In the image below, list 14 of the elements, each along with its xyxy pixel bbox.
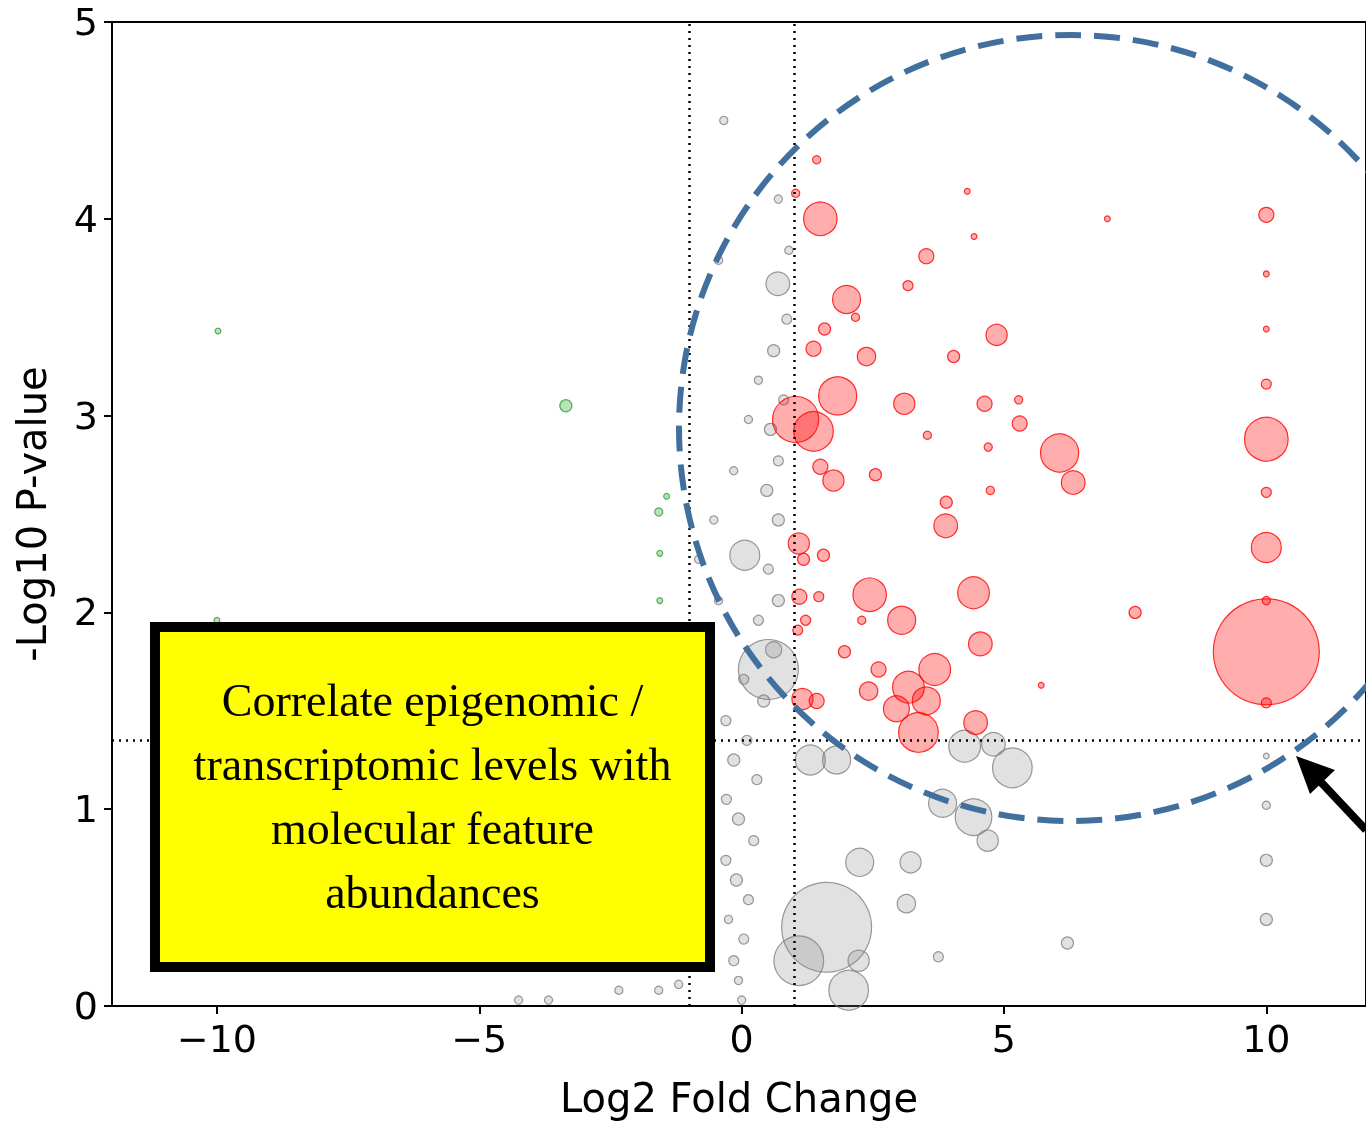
y-tick-label: 2	[73, 590, 98, 635]
x-tick-label: −10	[176, 1017, 258, 1061]
x-axis-title: Log2 Fold Change	[559, 1075, 919, 1121]
x-tick-label: 10	[1242, 1017, 1291, 1061]
annotation: Correlate epigenomic / transcriptomic levels with molecular feature abundances	[150, 622, 715, 972]
y-tick-label: 5	[73, 0, 98, 44]
y-tick-label: 4	[73, 196, 98, 241]
y-axis-title: -Log10 P-value	[9, 366, 55, 662]
x-tick-label: −5	[451, 1017, 508, 1061]
y-tick-label: 3	[73, 393, 98, 438]
x-tick-label: 5	[991, 1017, 1017, 1061]
y-tick-label: 0	[73, 984, 98, 1028]
x-tick-label: 0	[729, 1017, 754, 1061]
y-tick-label: 1	[73, 787, 98, 832]
